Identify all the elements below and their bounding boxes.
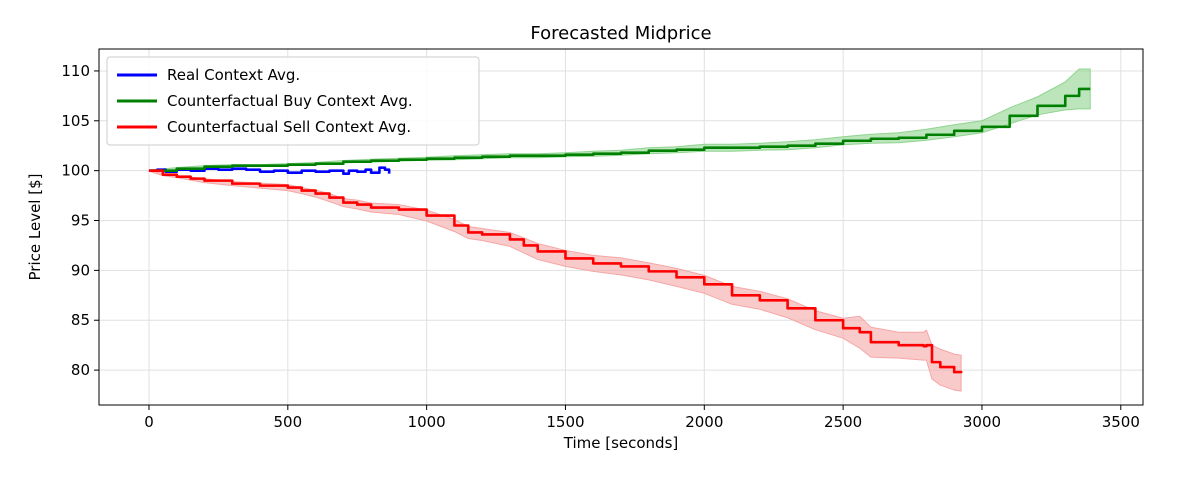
series-line-2 xyxy=(148,169,963,374)
plot-frame xyxy=(98,48,1144,406)
legend: Real Context Avg. Counterfactual Buy Cont… xyxy=(106,56,480,146)
x-tick-label: 2000 xyxy=(685,413,723,431)
y-tick-label: 110 xyxy=(61,62,90,80)
x-tick-label: 3000 xyxy=(963,413,1001,431)
x-tick-label: 1500 xyxy=(546,413,584,431)
y-tick-label: 105 xyxy=(61,112,90,130)
y-tick-label: 100 xyxy=(61,162,90,180)
y-tick-label: 95 xyxy=(71,212,90,230)
confidence-band-2 xyxy=(148,169,962,392)
y-axis-label: Price Level [$] xyxy=(26,174,44,281)
series-line-1 xyxy=(148,87,1091,172)
legend-label: Counterfactual Buy Context Avg. xyxy=(167,92,413,110)
legend-box xyxy=(106,56,480,146)
y-tick-label: 85 xyxy=(71,311,90,329)
x-axis-label: Time [seconds] xyxy=(563,434,679,452)
y-tick-label: 90 xyxy=(71,261,90,279)
x-tick-label: 1000 xyxy=(408,413,446,431)
x-tick-label: 0 xyxy=(144,413,154,431)
x-tick-label: 500 xyxy=(273,413,302,431)
series-lines xyxy=(148,87,1091,374)
x-tick-label: 2500 xyxy=(824,413,862,431)
y-tick-label: 80 xyxy=(71,361,90,379)
x-tick-label: 3500 xyxy=(1102,413,1140,431)
axis-ticks: 0 500 1000 1500 2000 2500 3000 3500 80 85 90 95 100 1… xyxy=(61,62,1140,431)
legend-label: Real Context Avg. xyxy=(167,66,300,84)
series-line-0 xyxy=(148,166,391,175)
legend-label: Counterfactual Sell Context Avg. xyxy=(167,118,411,136)
chart-title: Forecasted Midprice xyxy=(530,23,711,44)
